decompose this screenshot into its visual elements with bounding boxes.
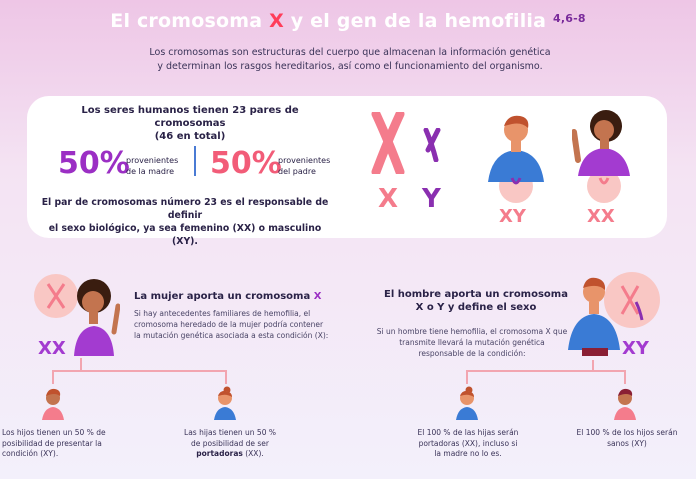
- father-percentage: 50%: [210, 146, 282, 181]
- x-letter: X: [378, 184, 399, 214]
- page-title: El cromosoma X y el gen de la hemofilia …: [110, 10, 586, 32]
- tree-line: [52, 370, 54, 384]
- female-chromosome-label: XX: [587, 206, 615, 227]
- man-chromosome-badge: XY: [622, 338, 649, 359]
- daughter-avatar-icon: [212, 386, 238, 420]
- tree-line: [466, 370, 626, 372]
- father-label: provenientes del padre: [278, 156, 331, 176]
- tree-line: [52, 370, 227, 372]
- man-section-avatar-icon: [566, 270, 662, 356]
- woman-chromosome-badge: XX: [38, 338, 66, 359]
- man-avatar-icon: [484, 112, 548, 204]
- tree-line: [466, 370, 468, 384]
- woman-section-title: La mujer aporta un cromosoma X: [134, 291, 322, 302]
- son-avatar-icon: [612, 386, 638, 420]
- card-body-text: El par de cromosomas número 23 es el res…: [41, 197, 329, 247]
- info-card: [27, 96, 667, 238]
- man-section-text: Si un hombre tiene hemofilia, el cromoso…: [376, 327, 568, 358]
- card-heading: Los seres humanos tienen 23 pares de cro…: [81, 105, 299, 142]
- tree-line: [225, 370, 227, 384]
- daughter-outcome-text: Las hijas tienen un 50 % de posibilidad d…: [184, 428, 276, 458]
- woman-avatar-icon: [572, 110, 636, 204]
- mother-label: provenientes de la madre: [126, 156, 179, 176]
- divider: [194, 146, 196, 176]
- man-section-title: El hombre aporta un cromosoma X o Y y def…: [384, 289, 568, 313]
- tree-line: [592, 360, 594, 372]
- woman-section-avatar-icon: [34, 272, 120, 358]
- male-chromosome-label: XY: [499, 206, 526, 227]
- page-subtitle: Los cromosomas son estructuras del cuerp…: [149, 47, 551, 72]
- y-letter: Y: [422, 184, 441, 214]
- tree-line: [624, 370, 626, 384]
- tree-line: [80, 358, 82, 370]
- son-outcome-text: El 100 % de los hijos serán sanos (XY): [576, 428, 678, 448]
- woman-section-text: Si hay antecedentes familiares de hemofi…: [134, 309, 329, 340]
- mother-percentage: 50%: [58, 146, 130, 181]
- daughter-avatar-icon: [454, 386, 480, 420]
- son-outcome-text: Los hijos tienen un 50 % de posibilidad d…: [2, 428, 106, 458]
- y-chromosome-icon: [422, 128, 442, 162]
- son-avatar-icon: [40, 386, 66, 420]
- daughter-outcome-text: El 100 % de las hijas serán portadoras (X…: [417, 428, 519, 458]
- x-chromosome-icon: [370, 112, 406, 174]
- references: 4,6-8: [553, 12, 586, 25]
